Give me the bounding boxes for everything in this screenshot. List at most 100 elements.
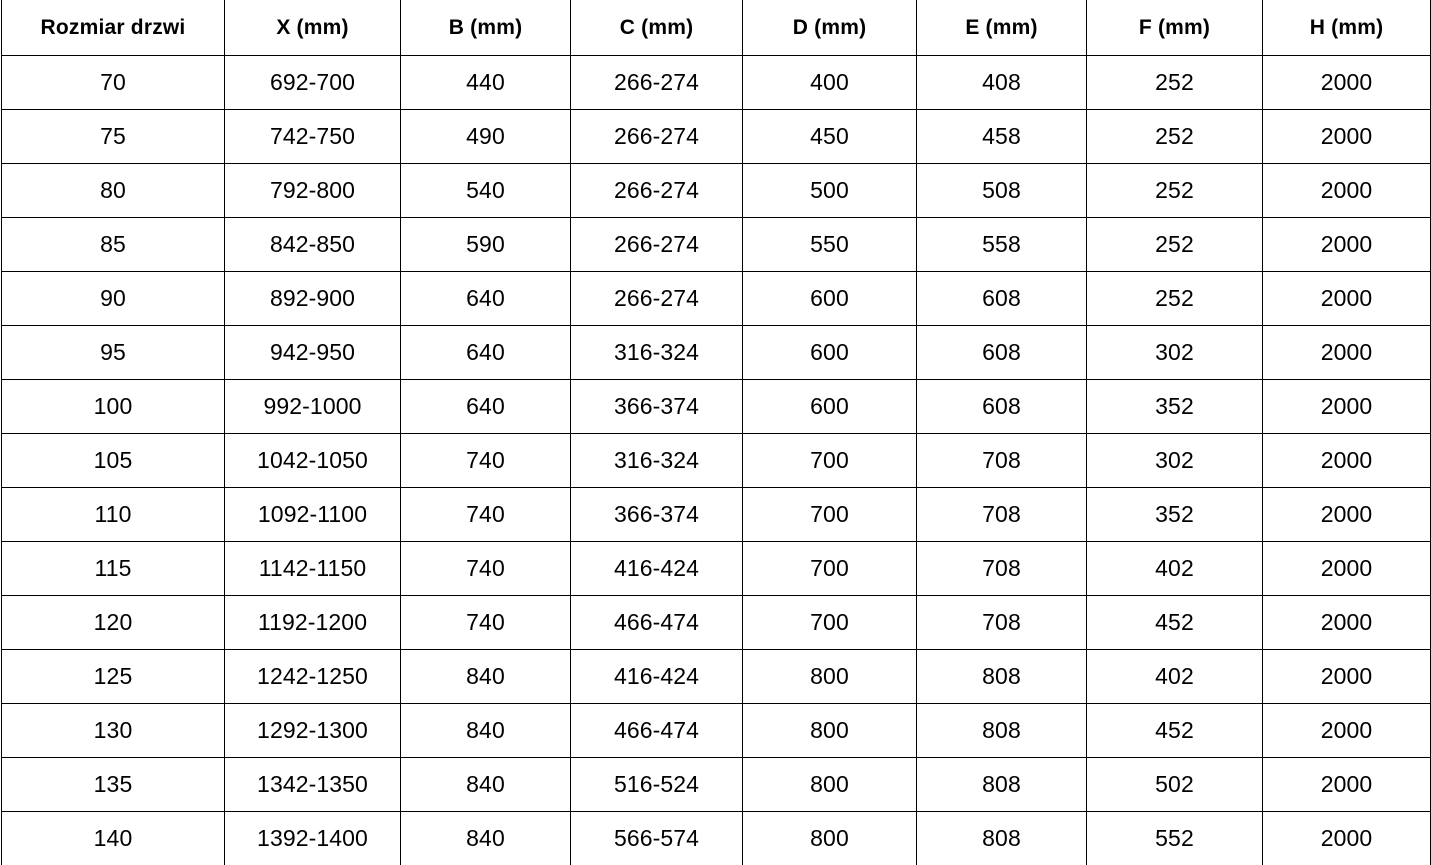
cell-e: 558 [916, 217, 1087, 272]
cell-c: 266-274 [570, 55, 743, 110]
table-row: 140 1392-1400 840 566-574 800 808 552 20… [1, 811, 1431, 865]
cell-h: 2000 [1262, 109, 1431, 164]
cell-d: 800 [742, 757, 917, 812]
cell-f: 302 [1086, 433, 1263, 488]
cell-x: 892-900 [224, 271, 401, 326]
cell-h: 2000 [1262, 379, 1431, 434]
cell-rozmiar-drzwi: 115 [1, 541, 225, 596]
cell-c: 466-474 [570, 595, 743, 650]
cell-d: 600 [742, 379, 917, 434]
cell-rozmiar-drzwi: 140 [1, 811, 225, 865]
table-row: 75 742-750 490 266-274 450 458 252 2000 [1, 109, 1431, 164]
table-row: 125 1242-1250 840 416-424 800 808 402 20… [1, 649, 1431, 704]
cell-f: 252 [1086, 55, 1263, 110]
cell-d: 500 [742, 163, 917, 218]
cell-d: 700 [742, 487, 917, 542]
cell-rozmiar-drzwi: 130 [1, 703, 225, 758]
cell-f: 452 [1086, 703, 1263, 758]
cell-f: 352 [1086, 379, 1263, 434]
column-header-d: D (mm) [742, 0, 917, 56]
cell-x: 942-950 [224, 325, 401, 380]
cell-e: 708 [916, 487, 1087, 542]
cell-e: 608 [916, 325, 1087, 380]
column-header-b: B (mm) [400, 0, 571, 56]
cell-d: 800 [742, 811, 917, 865]
cell-rozmiar-drzwi: 85 [1, 217, 225, 272]
cell-b: 740 [400, 487, 571, 542]
cell-b: 740 [400, 433, 571, 488]
cell-c: 416-424 [570, 541, 743, 596]
cell-e: 508 [916, 163, 1087, 218]
cell-e: 708 [916, 433, 1087, 488]
column-header-e: E (mm) [916, 0, 1087, 56]
cell-f: 402 [1086, 649, 1263, 704]
cell-c: 516-524 [570, 757, 743, 812]
table-row: 95 942-950 640 316-324 600 608 302 2000 [1, 325, 1431, 380]
cell-e: 458 [916, 109, 1087, 164]
cell-x: 1292-1300 [224, 703, 401, 758]
cell-e: 808 [916, 757, 1087, 812]
table-row: 80 792-800 540 266-274 500 508 252 2000 [1, 163, 1431, 218]
cell-b: 840 [400, 649, 571, 704]
cell-e: 808 [916, 703, 1087, 758]
cell-b: 590 [400, 217, 571, 272]
column-header-rozmiar-drzwi: Rozmiar drzwi [1, 0, 225, 56]
table-row: 130 1292-1300 840 466-474 800 808 452 20… [1, 703, 1431, 758]
cell-b: 840 [400, 703, 571, 758]
cell-f: 252 [1086, 163, 1263, 218]
cell-c: 316-324 [570, 325, 743, 380]
cell-f: 402 [1086, 541, 1263, 596]
cell-b: 640 [400, 325, 571, 380]
cell-c: 366-374 [570, 379, 743, 434]
cell-e: 708 [916, 595, 1087, 650]
cell-x: 992-1000 [224, 379, 401, 434]
cell-c: 466-474 [570, 703, 743, 758]
cell-x: 1092-1100 [224, 487, 401, 542]
cell-e: 608 [916, 271, 1087, 326]
cell-d: 550 [742, 217, 917, 272]
cell-d: 600 [742, 325, 917, 380]
cell-f: 302 [1086, 325, 1263, 380]
cell-rozmiar-drzwi: 100 [1, 379, 225, 434]
cell-rozmiar-drzwi: 70 [1, 55, 225, 110]
cell-f: 552 [1086, 811, 1263, 865]
cell-f: 352 [1086, 487, 1263, 542]
cell-e: 808 [916, 649, 1087, 704]
cell-b: 490 [400, 109, 571, 164]
cell-h: 2000 [1262, 541, 1431, 596]
cell-h: 2000 [1262, 649, 1431, 704]
cell-x: 1242-1250 [224, 649, 401, 704]
cell-rozmiar-drzwi: 95 [1, 325, 225, 380]
cell-d: 700 [742, 433, 917, 488]
cell-d: 450 [742, 109, 917, 164]
table-row: 90 892-900 640 266-274 600 608 252 2000 [1, 271, 1431, 326]
cell-h: 2000 [1262, 595, 1431, 650]
cell-e: 708 [916, 541, 1087, 596]
table-row: 100 992-1000 640 366-374 600 608 352 200… [1, 379, 1431, 434]
cell-c: 266-274 [570, 163, 743, 218]
cell-d: 400 [742, 55, 917, 110]
cell-b: 740 [400, 595, 571, 650]
cell-e: 408 [916, 55, 1087, 110]
cell-rozmiar-drzwi: 135 [1, 757, 225, 812]
column-header-c: C (mm) [570, 0, 743, 56]
cell-rozmiar-drzwi: 75 [1, 109, 225, 164]
cell-c: 366-374 [570, 487, 743, 542]
cell-b: 440 [400, 55, 571, 110]
cell-rozmiar-drzwi: 110 [1, 487, 225, 542]
cell-c: 416-424 [570, 649, 743, 704]
table-body: 70 692-700 440 266-274 400 408 252 2000 … [1, 55, 1431, 865]
cell-h: 2000 [1262, 703, 1431, 758]
cell-f: 252 [1086, 217, 1263, 272]
cell-b: 840 [400, 811, 571, 865]
cell-x: 1342-1350 [224, 757, 401, 812]
cell-rozmiar-drzwi: 105 [1, 433, 225, 488]
table-header: Rozmiar drzwi X (mm) B (mm) C (mm) D (mm… [1, 0, 1431, 56]
table-row: 120 1192-1200 740 466-474 700 708 452 20… [1, 595, 1431, 650]
cell-c: 566-574 [570, 811, 743, 865]
cell-f: 252 [1086, 109, 1263, 164]
table-row: 85 842-850 590 266-274 550 558 252 2000 [1, 217, 1431, 272]
cell-rozmiar-drzwi: 90 [1, 271, 225, 326]
cell-h: 2000 [1262, 487, 1431, 542]
